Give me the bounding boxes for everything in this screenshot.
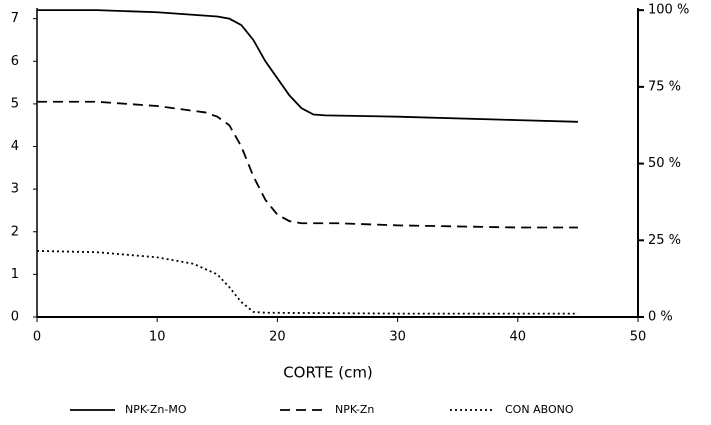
y-tick-label: 6 — [11, 54, 19, 69]
y2-tick-label: 0 % — [648, 310, 673, 325]
legend-label: NPK-Zn-MO — [125, 403, 187, 416]
y-tick-label: 5 — [11, 96, 19, 111]
y-tick-label: 1 — [11, 267, 19, 282]
x-tick-label: 20 — [269, 330, 286, 345]
series-line — [36, 250, 578, 315]
x-axis-label: CORTE (cm) — [283, 364, 373, 382]
y-tick-label: 4 — [11, 139, 19, 154]
y2-tick-label: 100 % — [648, 3, 689, 18]
y2-tick-label: 25 % — [648, 233, 681, 248]
y2-tick-label: 75 % — [648, 79, 681, 94]
x-tick-label: 10 — [149, 330, 166, 345]
y-tick-label: 7 — [11, 11, 19, 26]
x-tick-label: 50 — [630, 330, 647, 345]
x-tick-label: 0 — [33, 330, 41, 345]
y-tick-label: 2 — [11, 224, 19, 239]
x-tick-label: 30 — [389, 330, 406, 345]
y-tick-label: 3 — [11, 182, 19, 197]
legend-label: CON ABONO — [505, 403, 574, 416]
y2-tick-label: 50 % — [648, 156, 681, 171]
legend-label: NPK-Zn — [335, 403, 374, 416]
series-line — [37, 9, 578, 123]
series-line — [37, 100, 578, 229]
y-tick-label: 0 — [11, 310, 19, 325]
x-tick-label: 40 — [510, 330, 527, 345]
